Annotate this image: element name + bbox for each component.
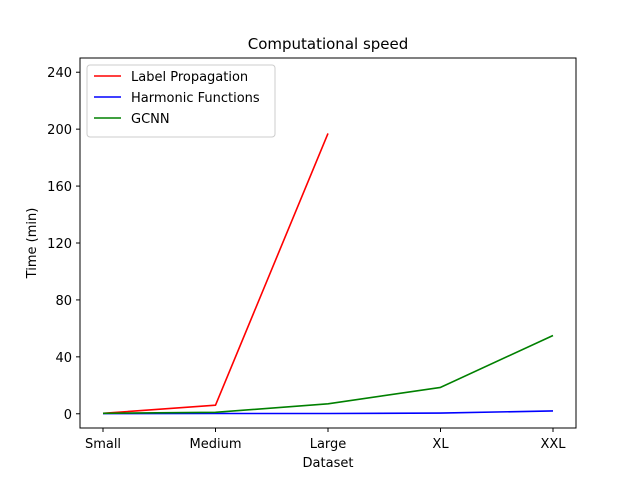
x-tick-label: Large xyxy=(310,437,347,452)
y-tick-label: 160 xyxy=(47,180,72,195)
legend-label: Harmonic Functions xyxy=(131,91,260,106)
series-line-3 xyxy=(102,334,554,415)
y-axis-label: Time (min) xyxy=(25,208,40,280)
x-axis-label: Dataset xyxy=(303,456,354,471)
y-tick-label: 0 xyxy=(64,408,72,423)
y-tick-label: 40 xyxy=(55,351,72,366)
x-axis: Small Medium Large XL XXL xyxy=(85,428,566,452)
legend-label: GCNN xyxy=(131,112,170,127)
y-axis: 0 40 80 120 160 200 240 xyxy=(47,66,80,423)
legend: Label Propagation Harmonic Functions GCNN xyxy=(86,64,276,138)
y-tick-label: 120 xyxy=(47,237,72,252)
y-tick-label: 240 xyxy=(47,66,72,81)
y-tick-label: 80 xyxy=(55,294,72,309)
x-tick-label: Small xyxy=(85,437,121,452)
plot-area xyxy=(102,133,554,415)
series-line-1 xyxy=(102,133,329,415)
legend-label: Label Propagation xyxy=(131,70,248,85)
chart-title: Computational speed xyxy=(248,35,409,53)
legend-box xyxy=(86,64,276,138)
x-tick-label: XL xyxy=(432,437,449,452)
y-tick-label: 200 xyxy=(47,123,72,138)
x-tick-label: Medium xyxy=(190,437,242,452)
series-line-2 xyxy=(102,410,554,415)
x-tick-label: XXL xyxy=(540,437,566,452)
